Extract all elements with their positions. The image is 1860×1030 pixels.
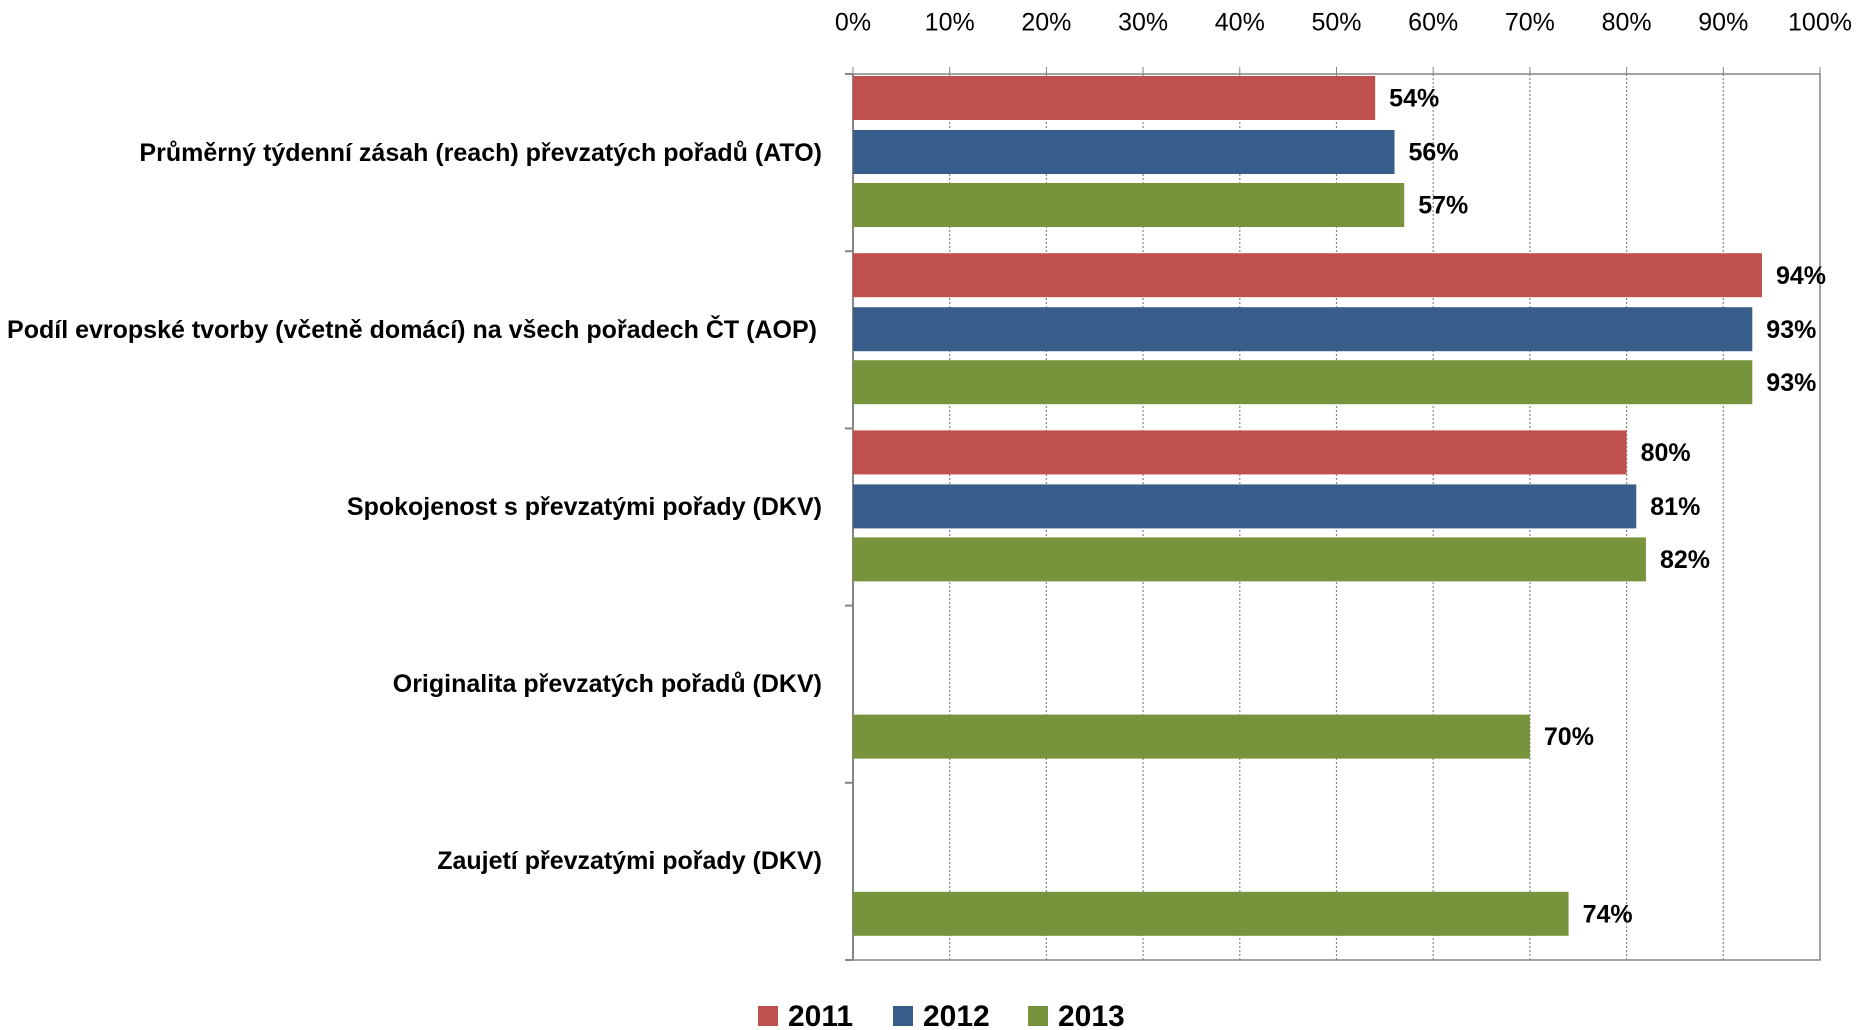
x-tick-label: 100% <box>1788 9 1852 37</box>
y-tick-label: Spokojenost s převzatými pořady (DKV) <box>346 493 822 521</box>
bar <box>853 537 1646 582</box>
data-label: 70% <box>1544 723 1594 751</box>
y-tick-label: Podíl evropské tvorby (včetně domácí) na… <box>7 315 817 344</box>
bar <box>853 360 1753 405</box>
legend-swatch <box>893 1006 913 1026</box>
y-tick-label: Průměrný týdenní zásah (reach) převzatýc… <box>139 138 822 167</box>
data-label: 93% <box>1766 316 1816 344</box>
legend-swatch <box>758 1006 778 1026</box>
bar <box>853 714 1530 759</box>
bar <box>853 891 1569 936</box>
data-label: 94% <box>1776 262 1826 290</box>
x-tick-label: 30% <box>1118 9 1168 37</box>
legend-label: 2012 <box>923 1000 990 1030</box>
legend-label: 2011 <box>788 1000 853 1030</box>
bar <box>853 307 1753 352</box>
x-tick-label: 40% <box>1215 9 1265 37</box>
x-tick-label: 80% <box>1602 9 1652 37</box>
data-label: 54% <box>1389 85 1439 113</box>
legend-swatch <box>1028 1006 1048 1026</box>
bar <box>853 76 1376 120</box>
x-tick-label: 0% <box>835 9 871 37</box>
bar <box>853 183 1405 227</box>
legend-label: 2013 <box>1058 1000 1125 1030</box>
bar <box>853 130 1395 174</box>
data-label: 57% <box>1418 192 1468 220</box>
y-tick-label: Zaujetí převzatými pořady (DKV) <box>437 847 822 876</box>
data-label: 81% <box>1650 493 1700 521</box>
data-label: 82% <box>1660 546 1710 574</box>
x-tick-label: 10% <box>925 9 975 37</box>
data-label: 56% <box>1409 139 1459 167</box>
x-tick-label: 50% <box>1311 9 1361 37</box>
x-tick-label: 60% <box>1408 9 1458 37</box>
x-tick-label: 90% <box>1698 9 1748 37</box>
data-label: 74% <box>1583 900 1633 928</box>
x-tick-label: 70% <box>1505 9 1555 37</box>
data-label: 80% <box>1641 439 1691 467</box>
bar <box>853 253 1762 298</box>
data-label: 93% <box>1766 369 1816 397</box>
bar <box>853 484 1637 529</box>
x-tick-label: 20% <box>1021 9 1071 37</box>
y-tick-label: Originalita převzatých pořadů (DKV) <box>392 670 822 699</box>
bar <box>853 430 1627 475</box>
